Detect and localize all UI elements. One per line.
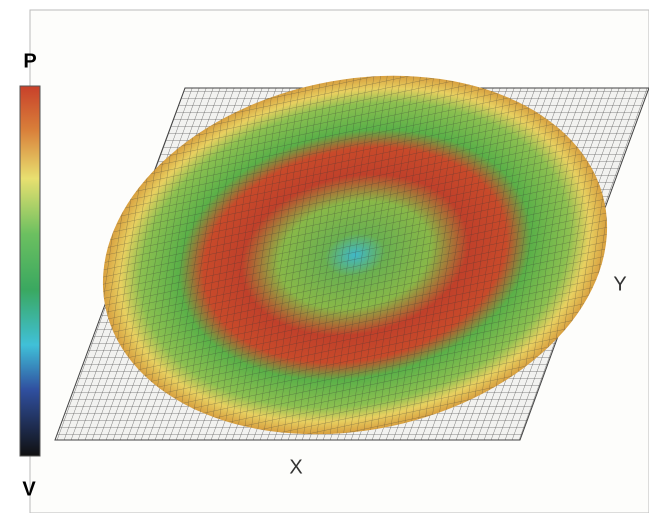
colorbar-bottom-label: V (22, 478, 36, 500)
surface-mesh (102, 75, 608, 435)
y-axis-label: Y (613, 273, 626, 295)
x-axis-label: X (289, 456, 302, 478)
colorbar-top-label: P (23, 50, 36, 72)
color-bar (19, 85, 41, 457)
